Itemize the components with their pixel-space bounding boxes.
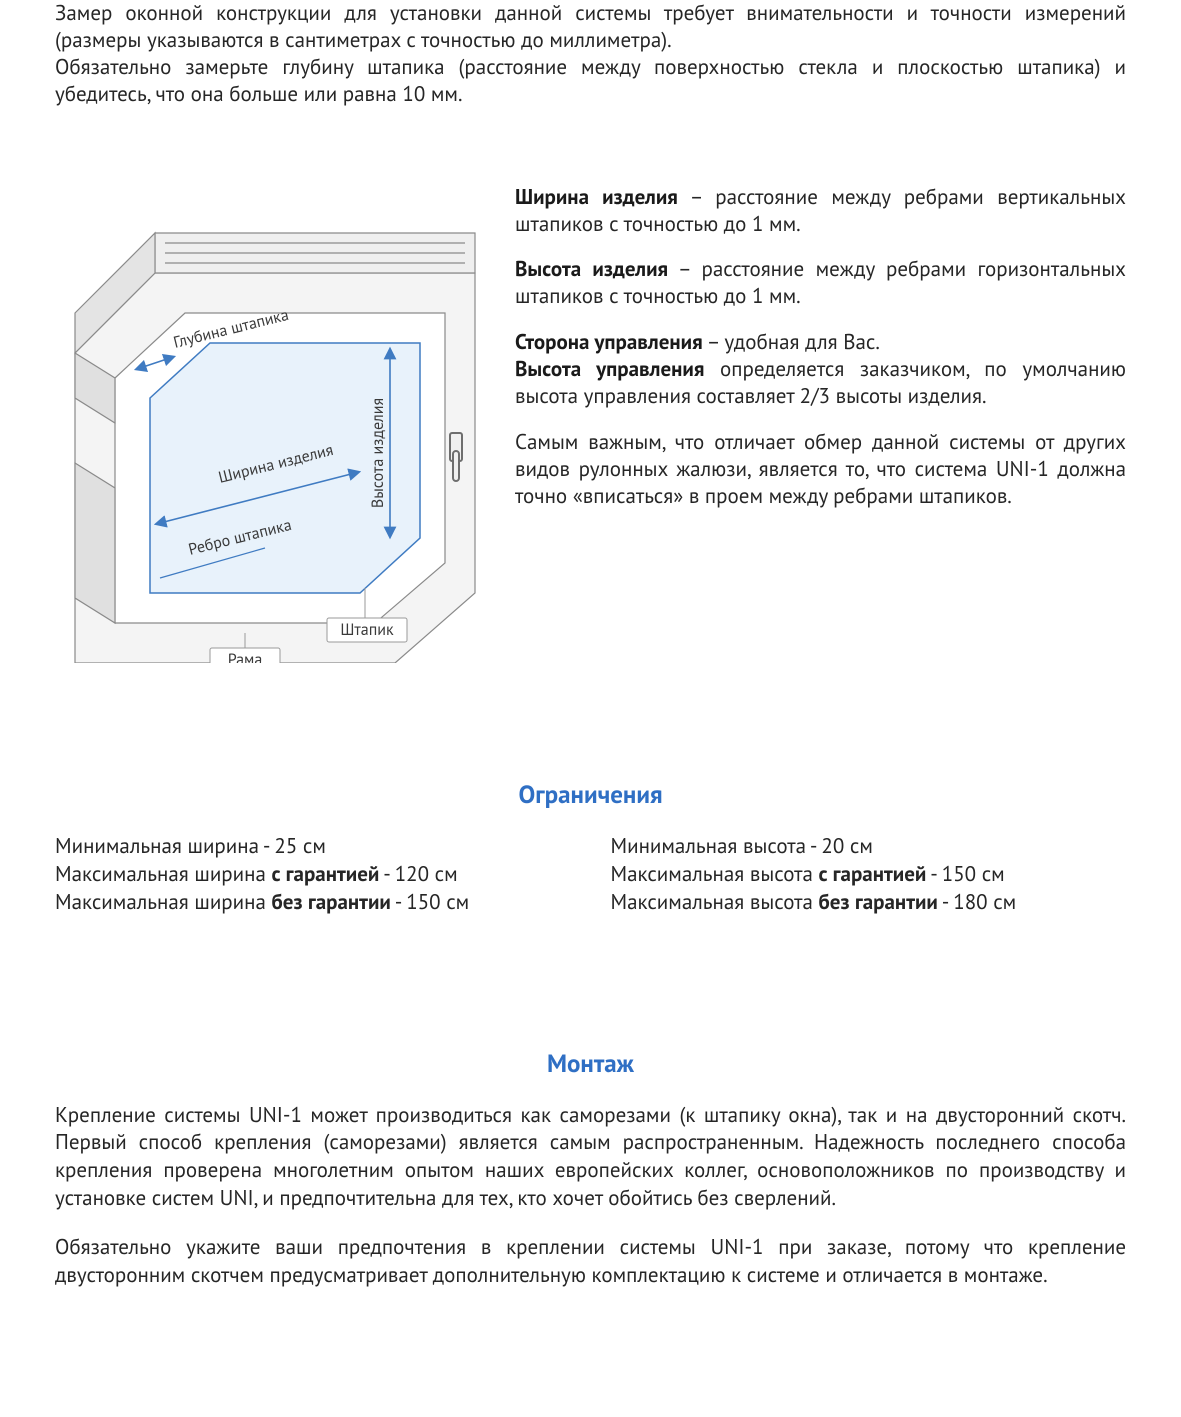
limitations-heading: Ограничения [55,778,1126,810]
diagram-label-height: Высота изделия [368,397,388,507]
mounting-paragraph-2: Обязательно укажите ваши предпочтения в … [55,1233,1126,1288]
mounting-paragraph-1: Крепление системы UNI-1 может производит… [55,1101,1126,1212]
measurement-row: Глубина штапика Высота изделия Ширина из… [55,163,1126,668]
definition-ctrl-term: Высота управления [515,355,704,382]
definition-width-term: Ширина изделия [515,183,678,210]
limit-height-max-guaranteed: Максимальная высота с гарантией - 150 см [611,860,1127,888]
definition-height: Высота изделия – расстояние между ребрам… [515,255,1126,310]
definition-side: Сторона управления – удобная для Вас. [515,328,1126,355]
definitions-block: Ширина изделия – расстояние между ребрам… [515,163,1126,528]
diagram-label-frame: Рама [228,650,263,663]
definition-height-term: Высота изделия [515,255,668,282]
limitations-width-col: Минимальная ширина - 25 см Максимальная … [55,832,571,917]
definition-control-height: Высота управления определяется заказчико… [515,355,1126,410]
limitations-height-col: Минимальная высота - 20 см Максимальная … [611,832,1127,917]
limit-width-max-noguarantee: Максимальная ширина без гарантии - 150 с… [55,888,571,916]
page: Замер оконной конструкции для установки … [0,0,1181,1371]
limit-height-min: Минимальная высота - 20 см [611,832,1127,860]
limitations-block: Минимальная ширина - 25 см Максимальная … [55,832,1126,917]
mounting-block: Крепление системы UNI-1 может производит… [55,1101,1126,1289]
intro-block: Замер оконной конструкции для установки … [55,0,1126,108]
intro-paragraph-2: Обязательно замерьте глубину штапика (ра… [55,54,1126,108]
limit-height-max-noguarantee: Максимальная высота без гарантии - 180 с… [611,888,1127,916]
definition-width: Ширина изделия – расстояние между ребрам… [515,183,1126,238]
definition-side-text: – удобная для Вас. [703,328,880,355]
diagram-label-shtapik: Штапик [340,620,394,640]
intro-paragraph-1: Замер оконной конструкции для установки … [55,0,1126,54]
mounting-heading: Монтаж [55,1047,1126,1079]
limit-width-max-guaranteed: Максимальная ширина с гарантией - 120 см [55,860,571,888]
definition-note: Самым важным, что отличает обмер данной … [515,428,1126,510]
window-diagram: Глубина штапика Высота изделия Ширина из… [55,163,485,668]
limit-width-min: Минимальная ширина - 25 см [55,832,571,860]
window-diagram-svg: Глубина штапика Высота изделия Ширина из… [55,163,485,663]
definition-side-term: Сторона управления [515,328,703,355]
